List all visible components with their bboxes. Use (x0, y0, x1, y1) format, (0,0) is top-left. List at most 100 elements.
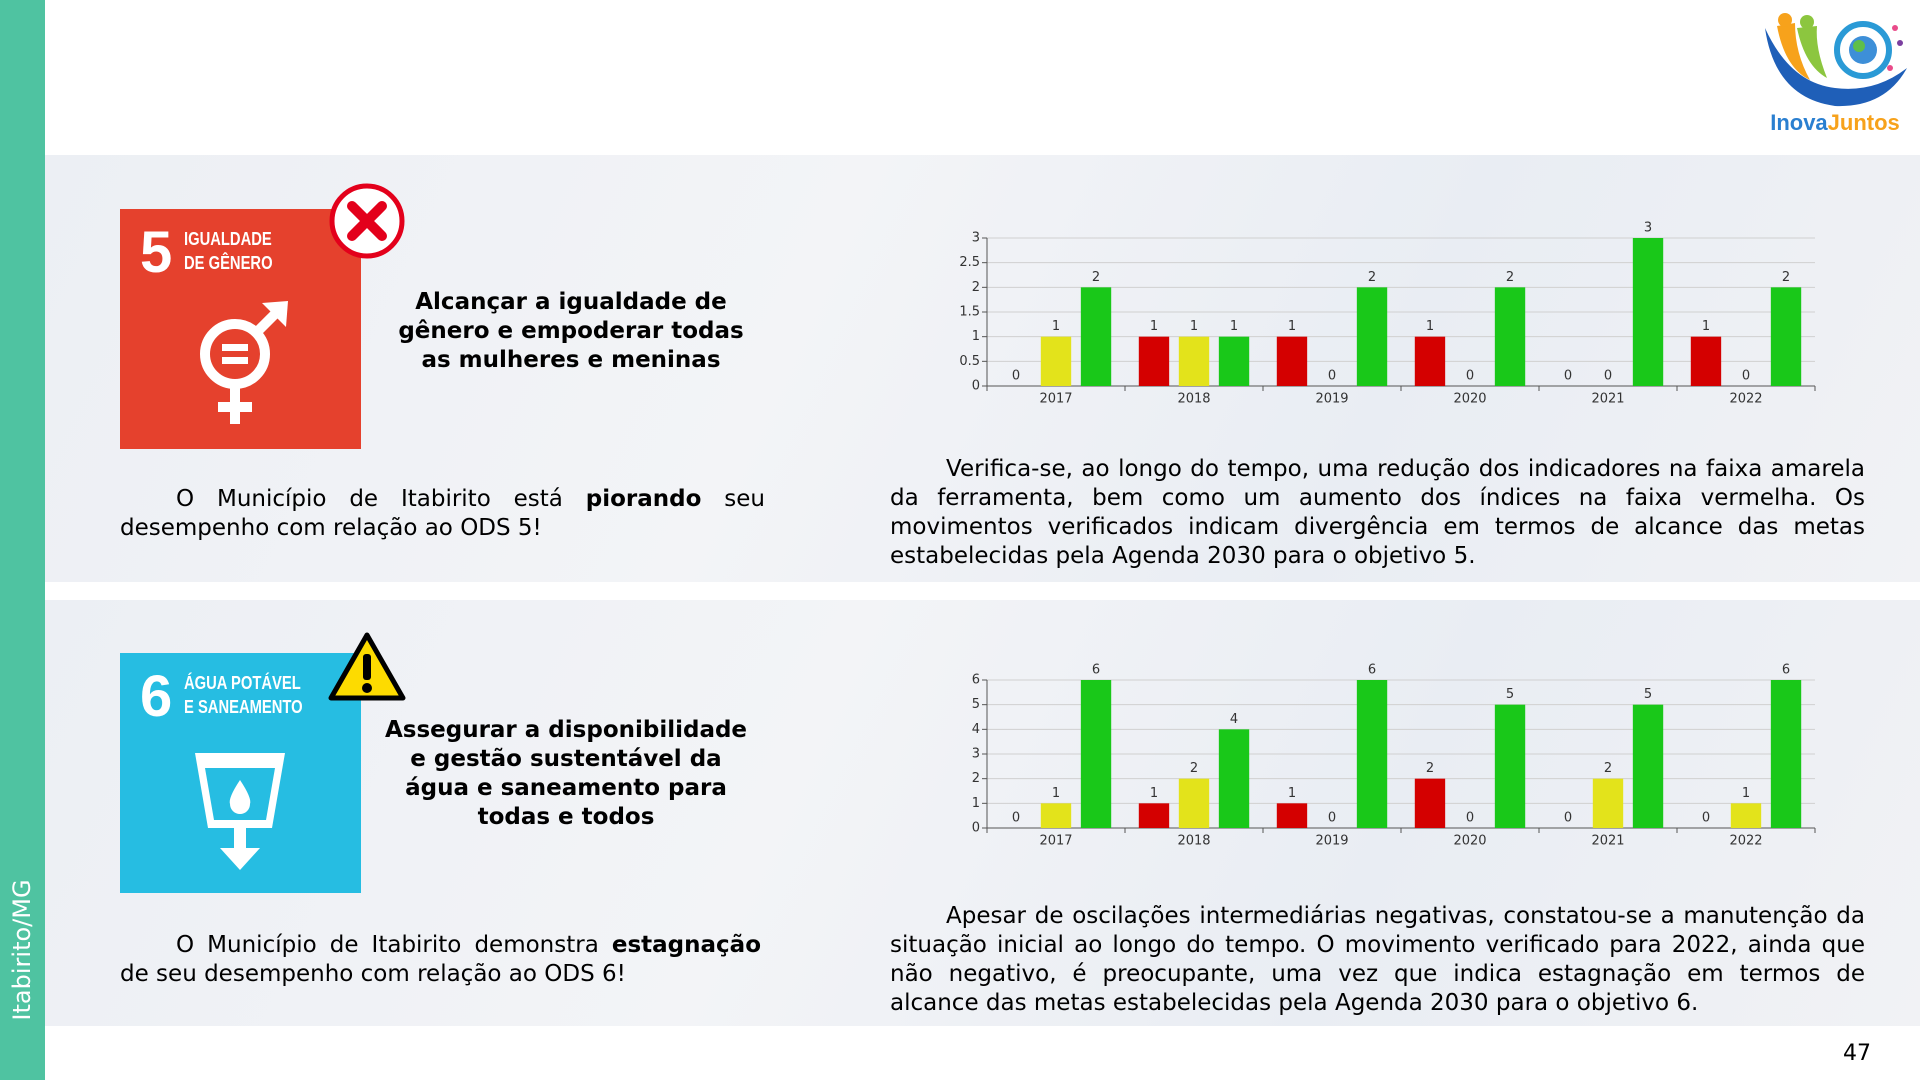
data-label: 0 (1012, 811, 1020, 826)
y-tick-label: 0 (972, 821, 980, 836)
y-tick-label: 4 (972, 722, 980, 737)
status-icon-warning (328, 632, 406, 701)
sdg-icon: 6 ÁGUA POTÁVEL E SANEAMENTO (120, 653, 361, 893)
data-label: 6 (1368, 663, 1376, 678)
data-label: 2 (1604, 761, 1612, 776)
y-tick-label: 5 (972, 697, 980, 712)
bar (1414, 336, 1446, 386)
y-tick-label: 3 (972, 231, 980, 246)
bar (1592, 778, 1624, 828)
data-label: 0 (1604, 369, 1612, 384)
bar (1040, 336, 1072, 386)
bar (1414, 778, 1446, 828)
bar (1178, 336, 1210, 386)
logo-text-part: Inova (1770, 110, 1828, 135)
sdg-label-line: IGUALDADE (184, 229, 272, 249)
y-tick-label: 3 (972, 747, 980, 762)
sidebar: Itabirito/MG (0, 0, 45, 1080)
bar (1632, 238, 1664, 386)
bar (1356, 287, 1388, 386)
x-tick-label: 2018 (1177, 392, 1210, 407)
y-tick-label: 0.5 (959, 354, 980, 369)
sdg-label-line: ÁGUA POTÁVEL (184, 673, 301, 693)
sdg-number: 5 (140, 220, 172, 285)
data-label: 0 (1012, 369, 1020, 384)
data-label: 0 (1564, 369, 1572, 384)
description-text: O Município de Itabirito demonstra (176, 932, 612, 958)
y-tick-label: 1 (972, 329, 980, 344)
chart: 0123456201701620181242019106202020520210… (972, 663, 1816, 849)
data-label: 0 (1702, 811, 1710, 826)
bar (1276, 336, 1308, 386)
sdg-symbol (195, 753, 285, 870)
x-tick-label: 2018 (1177, 834, 1210, 849)
data-label: 1 (1426, 319, 1434, 334)
x-tick-label: 2020 (1453, 834, 1486, 849)
data-label: 2 (1782, 270, 1790, 285)
goal-title: Assegurar a disponibilidade e gestão sus… (384, 717, 748, 830)
bar (1770, 680, 1802, 828)
description-text: O Município de Itabirito está (176, 486, 586, 512)
status-icon-worse (329, 183, 405, 259)
y-tick-label: 0 (972, 379, 980, 394)
data-label: 2 (1426, 761, 1434, 776)
data-label: 1 (1052, 786, 1060, 801)
sdg-icon: 5 IGUALDADE DE GÊNERO (120, 209, 361, 449)
bar (1494, 287, 1526, 386)
x-tick-label: 2021 (1591, 834, 1624, 849)
data-label: 3 (1644, 221, 1652, 236)
x-tick-label: 2021 (1591, 392, 1624, 407)
bar (1218, 336, 1250, 386)
x-tick-label: 2022 (1729, 834, 1762, 849)
bar (1276, 803, 1308, 828)
bar (1178, 778, 1210, 828)
data-label: 2 (1506, 270, 1514, 285)
bar (1690, 336, 1722, 386)
data-label: 0 (1328, 811, 1336, 826)
analysis-text: Apesar de oscilações intermediárias nega… (890, 903, 1865, 1016)
sdg-label: IGUALDADE DE GÊNERO (184, 227, 273, 275)
data-label: 1 (1230, 319, 1238, 334)
sdg-label-line: DE GÊNERO (184, 253, 273, 273)
bar (1730, 803, 1762, 828)
sdg-number: 6 (140, 664, 172, 729)
bar (1632, 704, 1664, 828)
bar (1218, 729, 1250, 828)
y-tick-label: 2 (972, 280, 980, 295)
x-tick-label: 2019 (1315, 834, 1348, 849)
data-label: 6 (1092, 663, 1100, 678)
data-label: 2 (1368, 270, 1376, 285)
data-label: 0 (1564, 811, 1572, 826)
data-label: 0 (1742, 369, 1750, 384)
data-label: 1 (1702, 319, 1710, 334)
data-label: 4 (1230, 712, 1238, 727)
x-tick-label: 2019 (1315, 392, 1348, 407)
data-label: 2 (1190, 761, 1198, 776)
bar (1138, 803, 1170, 828)
description: O Município de Itabirito demonstra estag… (120, 931, 761, 989)
data-label: 0 (1466, 369, 1474, 384)
logo: InovaJuntos (1765, 13, 1907, 135)
bar (1770, 287, 1802, 386)
x-tick-label: 2020 (1453, 392, 1486, 407)
sdg-symbol (200, 301, 288, 424)
data-label: 0 (1328, 369, 1336, 384)
description-text: seu desempenho com relação ao ODS 5! (120, 486, 765, 541)
sidebar-label: Itabirito/MG (8, 879, 36, 1021)
y-tick-label: 6 (972, 673, 980, 688)
description: O Município de Itabirito está piorando s… (120, 485, 765, 543)
analysis-text: Verifica-se, ao longo do tempo, uma redu… (890, 456, 1865, 569)
bar (1138, 336, 1170, 386)
y-tick-label: 1 (972, 796, 980, 811)
x-tick-label: 2022 (1729, 392, 1762, 407)
data-label: 6 (1782, 663, 1790, 678)
data-label: 2 (1092, 270, 1100, 285)
data-label: 1 (1742, 786, 1750, 801)
x-tick-label: 2017 (1039, 392, 1072, 407)
x-tick-label: 2017 (1039, 834, 1072, 849)
bar (1080, 680, 1112, 828)
y-tick-label: 2 (972, 771, 980, 786)
page-number: 47 (1843, 1041, 1871, 1066)
